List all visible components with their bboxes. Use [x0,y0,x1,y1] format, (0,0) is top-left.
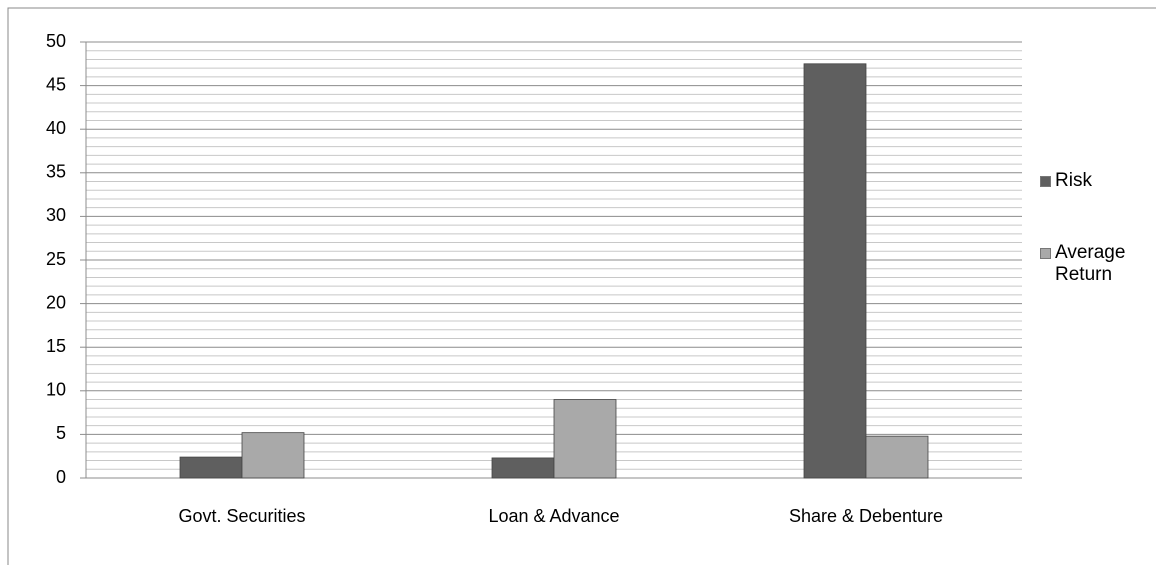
x-tick-label: Loan & Advance [488,506,619,526]
y-tick-label: 15 [46,336,66,356]
legend-swatch [1040,248,1051,259]
bar [865,435,929,479]
y-tick-label: 30 [46,205,66,225]
legend-item: Risk [1040,170,1150,192]
bar [179,456,243,479]
y-tick-label: 40 [46,118,66,138]
legend-label: Risk [1055,170,1092,191]
bar [553,399,617,479]
y-tick-label: 0 [56,467,66,487]
legend-item: Average Return [1040,242,1150,286]
x-tick-label: Share & Debenture [789,506,943,526]
x-tick-label: Govt. Securities [178,506,305,526]
legend-swatch [1040,176,1051,187]
bar [241,432,305,479]
legend: Risk Average Return [1040,170,1150,336]
chart-border [7,7,1156,565]
y-tick-label: 10 [46,380,66,400]
y-tick-label: 35 [46,162,66,182]
y-tick-label: 25 [46,249,66,269]
y-tick-label: 5 [56,423,66,443]
y-tick-label: 20 [46,292,66,312]
bar [803,63,867,479]
legend-label: Average Return [1055,242,1126,285]
y-tick-label: 50 [46,31,66,51]
y-tick-label: 45 [46,74,66,94]
bar [491,457,555,479]
